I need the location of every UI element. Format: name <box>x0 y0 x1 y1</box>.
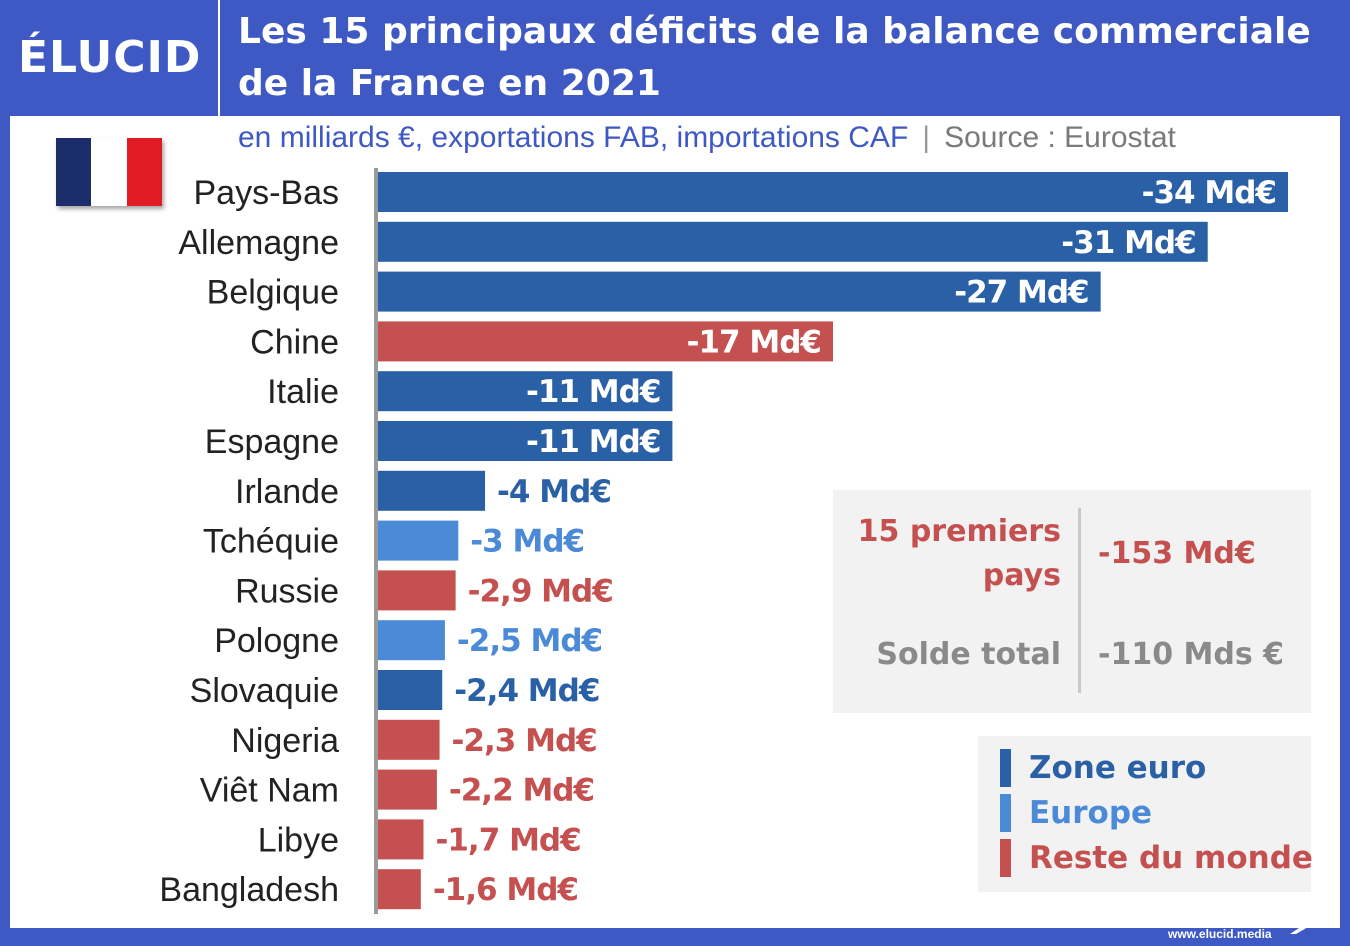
france-flag-icon <box>56 138 162 206</box>
bar-slovaquie <box>378 670 443 710</box>
legend-label-zone-euro: Zone euro <box>1029 750 1207 786</box>
value-label-nigeria: -2,3 Md€ <box>452 723 597 759</box>
legend-item-reste-du-monde: Reste du monde <box>1000 838 1313 878</box>
category-label-espagne: Espagne <box>205 423 339 461</box>
value-label-espagne: -11 Md€ <box>526 424 660 460</box>
chart-title: Les 15 principaux déficits de la balance… <box>238 11 1311 104</box>
bar-espagne <box>378 421 673 461</box>
category-label-russie: Russie <box>235 572 339 610</box>
header-divider <box>218 0 220 116</box>
header-bar: ÉLUCID Les 15 principaux déficits de la … <box>0 0 1350 116</box>
summary-value-total: -110 Mds € <box>1098 637 1285 672</box>
category-label-italie: Italie <box>267 373 339 411</box>
subtitle-separator: | <box>922 121 931 154</box>
category-label-libye: Libye <box>258 821 339 859</box>
value-label-italie: -11 Md€ <box>526 374 660 410</box>
category-label-nigeria: Nigeria <box>231 722 339 760</box>
elucid-mark-icon <box>1290 914 1320 934</box>
value-label-viet-nam: -2,2 Md€ <box>449 773 594 809</box>
summary-label-top15: 15 premiers pays <box>857 514 1061 593</box>
value-label-bangladesh: -1,6 Md€ <box>433 872 578 908</box>
legend-item-europe: Europe <box>1000 793 1152 833</box>
bar-belgique <box>378 271 1101 312</box>
summary-value-top15: -153 Md€ <box>1098 536 1256 571</box>
value-label-irlande: -4 Md€ <box>497 474 611 510</box>
footer-url[interactable]: www.elucid.media <box>1168 927 1272 941</box>
bar-pays-bas <box>378 172 1288 212</box>
legend-item-zone-euro: Zone euro <box>1000 748 1206 788</box>
bar-libye <box>378 819 424 860</box>
category-label-viet-nam: Viêt Nam <box>200 772 339 810</box>
bar-irlande <box>378 470 486 511</box>
value-label-russie: -2,9 Md€ <box>468 573 613 609</box>
category-label-tchequie: Tchéquie <box>203 523 339 561</box>
value-label-allemagne: -31 Md€ <box>1061 225 1195 261</box>
bar-allemagne <box>378 221 1208 262</box>
category-label-pologne: Pologne <box>214 622 339 660</box>
bar-italie <box>378 371 673 412</box>
flag-stripe-blue <box>56 138 92 206</box>
category-label-slovaquie: Slovaquie <box>190 672 339 710</box>
chart-subtitle: en milliards €, exportations FAB, import… <box>238 118 1176 158</box>
category-label-allemagne: Allemagne <box>178 224 339 262</box>
legend-label-reste-du-monde: Reste du monde <box>1029 840 1313 876</box>
value-label-belgique: -27 Md€ <box>954 275 1088 311</box>
summary-box: 15 premiers pays -153 Md€ Solde total -1… <box>833 490 1311 713</box>
value-label-pologne: -2,5 Md€ <box>457 623 602 659</box>
category-label-pays-bas: Pays-Bas <box>194 174 340 212</box>
source-label: Source : Eurostat <box>944 121 1176 154</box>
legend-swatch-zone-euro <box>1000 749 1011 787</box>
bar-pologne <box>378 620 445 661</box>
value-label-slovaquie: -2,4 Md€ <box>454 673 599 709</box>
category-label-irlande: Irlande <box>235 473 339 511</box>
legend-swatch-europe <box>1000 794 1011 832</box>
legend: Zone euro Europe Reste du monde <box>978 736 1313 892</box>
value-label-chine: -17 Md€ <box>687 324 821 360</box>
category-label-belgique: Belgique <box>207 274 339 312</box>
flag-stripe-white <box>91 138 127 206</box>
category-label-chine: Chine <box>250 323 339 361</box>
elucid-logo: ÉLUCID <box>18 32 202 83</box>
flag-stripe-red <box>126 138 162 206</box>
value-label-tchequie: -3 Md€ <box>470 524 584 560</box>
legend-swatch-reste-du-monde <box>1000 839 1011 877</box>
summary-label-total: Solde total <box>876 637 1061 672</box>
category-label-bangladesh: Bangladesh <box>159 871 339 909</box>
bar-tchequie <box>378 520 459 561</box>
bar-bangladesh <box>378 869 421 910</box>
subtitle-units: en milliards €, exportations FAB, import… <box>238 121 909 154</box>
bar-russie <box>378 570 456 611</box>
legend-label-europe: Europe <box>1029 795 1153 831</box>
bar-viet-nam <box>378 769 437 810</box>
value-label-pays-bas: -34 Md€ <box>1142 175 1276 211</box>
bar-chine <box>378 321 833 362</box>
bar-nigeria <box>378 719 440 760</box>
summary-divider <box>1078 508 1081 693</box>
value-label-libye: -1,7 Md€ <box>436 822 581 858</box>
